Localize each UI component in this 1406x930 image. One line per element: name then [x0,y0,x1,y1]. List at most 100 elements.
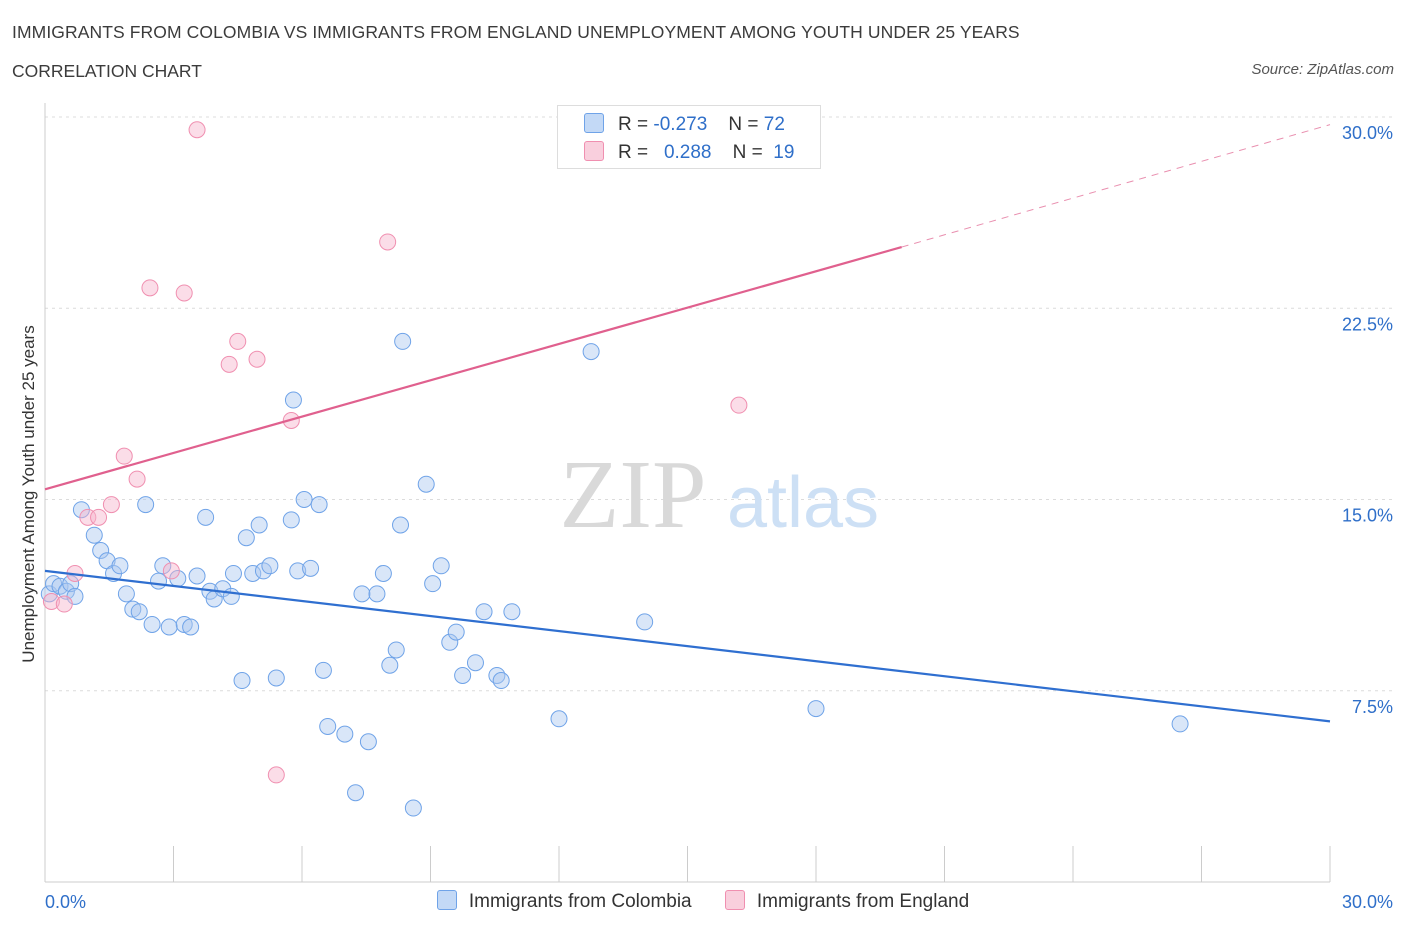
point-colombia [368,585,386,603]
point-colombia [85,526,103,544]
point-england [162,562,180,580]
point-colombia [92,542,110,559]
point-colombia [314,661,332,679]
point-colombia [154,557,172,575]
point-colombia [150,572,168,590]
point-colombia [582,343,600,361]
point-england [267,766,285,784]
point-colombia [222,587,240,605]
point-england [115,447,133,465]
point-colombia [387,641,405,659]
point-england [188,121,206,139]
point-colombia [244,564,262,582]
series-legend: Immigrants from Colombia Immigrants from… [0,890,1406,913]
point-colombia [336,725,354,743]
point-colombia [417,475,435,493]
point-colombia [233,672,251,690]
point-colombia [62,575,80,593]
legend-n-label: N = [728,114,759,135]
legend-item-colombia: Immigrants from Colombia [436,890,692,913]
data-points [40,121,1189,817]
point-colombia [424,575,442,593]
point-colombia [392,516,410,534]
axes [44,103,1331,883]
x-tick-label: 30.0% [1342,892,1393,912]
watermark-zip: ZIP [560,441,707,549]
legend-r-label: R = [618,114,649,135]
legend-n-value: 19 [773,142,795,163]
point-colombia [447,623,465,641]
swatch-england [724,890,745,910]
legend-r-label: R = [618,142,649,163]
point-colombia [454,666,472,684]
trend-line-england-extension [901,124,1331,248]
point-england [220,355,238,373]
legend-swatch-colombia [584,113,604,133]
point-colombia [188,567,206,585]
point-colombia [289,562,307,580]
point-colombia [197,508,215,526]
point-colombia [284,391,302,409]
point-england [102,496,120,514]
point-colombia [137,496,155,514]
point-colombia [807,700,825,718]
point-colombia [295,491,313,508]
point-colombia [224,564,242,582]
legend-r-value: 0.288 [663,142,712,163]
point-colombia [347,784,365,802]
point-colombia [359,733,377,751]
y-tick-label: 7.5% [1352,697,1393,717]
point-colombia [160,618,178,636]
legend-row-england: R = 0.288 N = 19 [584,141,794,164]
legend-item-england: Immigrants from England [724,890,969,913]
legend-n-label: N = [732,142,763,163]
point-colombia [117,585,135,603]
legend-label-colombia: Immigrants from Colombia [468,891,692,912]
legend-n-value: 72 [763,114,785,135]
point-england [55,595,73,613]
point-england [379,233,397,251]
point-colombia [432,557,450,575]
point-colombia [130,603,148,621]
x-tick-label: 0.0% [45,892,86,912]
swatch-colombia [436,890,457,910]
legend-swatch-england [584,141,604,161]
point-colombia [394,332,412,350]
y-tick-label: 15.0% [1342,506,1393,526]
point-colombia [310,496,328,514]
point-colombia [1171,715,1189,733]
point-england [248,350,266,368]
watermark-atlas: atlas [727,463,879,543]
point-england [229,332,247,350]
trend-line-colombia [44,569,1331,723]
point-england [90,508,108,526]
legend-r-value: -0.273 [653,114,708,135]
point-colombia [636,613,654,631]
point-colombia [302,559,320,577]
point-colombia [492,672,510,690]
point-colombia [282,511,300,529]
point-colombia [550,710,568,728]
chart-subtitle: CORRELATION CHART [12,61,202,81]
point-colombia [250,516,268,534]
point-colombia [57,582,75,600]
point-england [175,284,193,302]
point-england [42,593,60,610]
y-tick-label: 22.5% [1342,314,1393,334]
point-colombia [319,717,337,735]
correlation-legend: R = -0.273 N = 72 R = 0.288 N = 19 [557,105,821,169]
point-england [128,470,146,488]
y-axis-label: Unemployment Among Youth under 25 years [19,325,38,663]
point-england [730,396,748,414]
point-colombia [374,564,392,582]
point-colombia [475,603,493,621]
watermark: ZIP atlas [560,441,880,549]
point-colombia [381,656,399,674]
chart-title: IMMIGRANTS FROM COLOMBIA VS IMMIGRANTS F… [12,22,1020,42]
point-england [141,279,159,297]
y-tick-labels: 7.5% 15.0% 22.5% 30.0% [1342,123,1393,717]
source-label: Source: ZipAtlas.com [1251,61,1394,78]
point-colombia [111,557,129,575]
point-colombia [143,615,161,633]
